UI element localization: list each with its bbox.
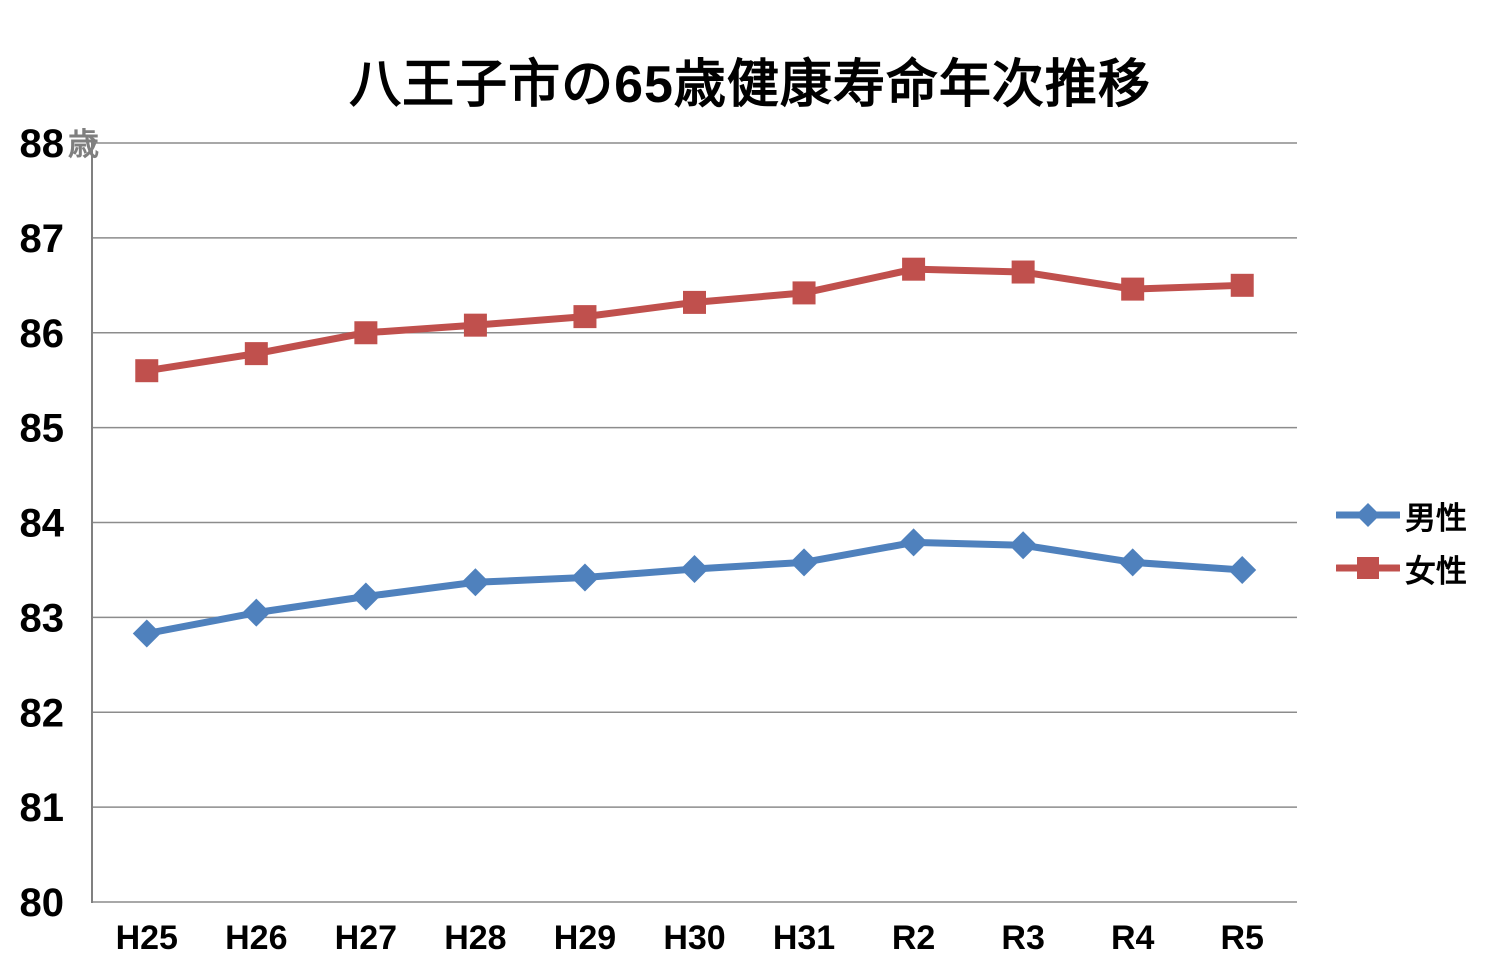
legend: 男性 女性 <box>1336 494 1467 589</box>
data-marker-male-H29 <box>570 563 599 592</box>
legend-label-male: 男性 <box>1405 500 1467 536</box>
chart-title: 八王子市の65歳健康寿命年次推移 <box>349 56 1151 114</box>
data-marker-male-H31 <box>790 548 819 577</box>
data-marker-male-H30 <box>680 554 709 583</box>
y-tick-label-83: 83 <box>20 596 65 640</box>
y-tick-label-87: 87 <box>20 217 65 261</box>
y-tick-label-88: 88 <box>20 122 65 166</box>
data-marker-female-R4 <box>1121 277 1145 301</box>
data-marker-male-H28 <box>461 568 490 597</box>
x-tick-label-H28: H28 <box>444 919 506 957</box>
data-marker-male-R3 <box>1009 531 1038 560</box>
data-marker-male-H26 <box>242 598 271 627</box>
legend-label-female: 女性 <box>1405 553 1467 589</box>
data-marker-female-R5 <box>1230 273 1254 297</box>
x-tick-label-H29: H29 <box>554 919 616 957</box>
data-marker-female-H27 <box>354 321 378 345</box>
x-tick-label-R4: R4 <box>1111 919 1155 957</box>
x-tick-label-H27: H27 <box>335 919 397 957</box>
data-marker-female-H29 <box>573 305 597 329</box>
data-marker-male-R5 <box>1228 555 1257 584</box>
y-axis-unit-label: 歳 <box>68 127 99 162</box>
y-tick-label-80: 80 <box>20 881 65 925</box>
square-marker-icon <box>1336 557 1400 579</box>
data-marker-female-H31 <box>792 281 816 305</box>
data-marker-female-H26 <box>244 342 268 366</box>
diamond-marker-icon <box>1336 503 1400 527</box>
data-marker-female-H28 <box>463 313 487 337</box>
x-tick-label-H31: H31 <box>773 919 835 957</box>
data-marker-male-H27 <box>351 582 380 611</box>
legend-item-male: 男性 <box>1336 494 1467 536</box>
data-marker-female-R3 <box>1011 260 1035 284</box>
x-tick-label-R2: R2 <box>892 919 935 957</box>
y-tick-label-86: 86 <box>20 312 65 356</box>
data-marker-male-R2 <box>899 528 928 557</box>
data-marker-female-H25 <box>135 359 159 383</box>
y-tick-label-85: 85 <box>20 407 65 451</box>
series-line-female <box>143 265 1246 375</box>
x-tick-label-H25: H25 <box>116 919 178 957</box>
x-tick-label-H26: H26 <box>225 919 287 957</box>
legend-item-female: 女性 <box>1336 547 1467 589</box>
data-marker-female-H30 <box>683 290 706 314</box>
data-marker-male-R4 <box>1118 548 1147 577</box>
data-marker-male-H25 <box>132 619 161 648</box>
x-tick-label-H30: H30 <box>663 919 725 957</box>
x-tick-label-R5: R5 <box>1220 919 1263 957</box>
data-marker-female-R2 <box>902 257 926 281</box>
y-tick-label-84: 84 <box>20 502 65 546</box>
y-tick-label-81: 81 <box>20 786 65 830</box>
x-tick-label-R3: R3 <box>1001 919 1044 957</box>
y-tick-label-82: 82 <box>20 691 65 735</box>
